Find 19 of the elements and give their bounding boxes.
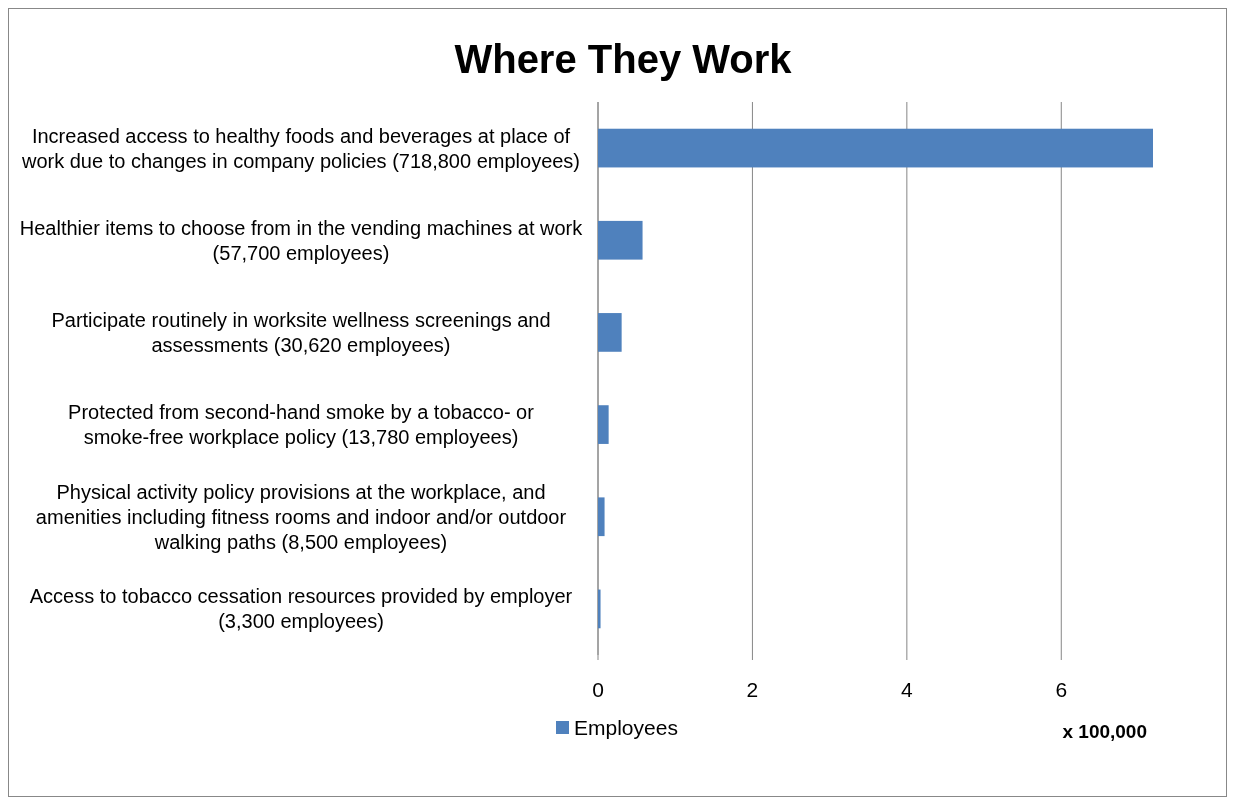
y-tick-label: Protected from second-hand smoke by a tobacco- or smoke-free workplace policy (13,780 employees) [68, 401, 535, 449]
y-tick-label: Physical activity policy provisions at the workplace, and amenities including fitness rooms and indoor and/or outdoor walking paths (8,500 employees) [35, 480, 567, 553]
y-tick-label: Participate routinely in worksite wellness screenings and assessments (30,620 employees) [51, 308, 551, 356]
bar [598, 313, 622, 352]
y-tick-label: Healthier items to choose from in the vending machines at work (57,700 employees) [19, 216, 584, 264]
bar [598, 497, 605, 537]
x-tick-label: 4 [901, 678, 913, 701]
bar [598, 220, 643, 260]
bar [598, 405, 609, 444]
y-tick-label: Increased access to healthy foods and beverages at place of work due to changes in company policies (718,800 employees) [20, 124, 581, 172]
x-tick-label: 2 [746, 678, 759, 701]
x-axis-title: x 100,000 [1062, 721, 1147, 742]
legend-label: Employees [574, 716, 678, 739]
y-tick-label: Access to tobacco cessation resources provided by employer (3,300 employees) [29, 585, 573, 633]
x-tick-label: 6 [1055, 678, 1068, 701]
x-tick-label: 0 [592, 678, 604, 701]
chart-title: Where They Work [454, 37, 793, 81]
bar [598, 589, 601, 629]
bar [598, 128, 1153, 168]
